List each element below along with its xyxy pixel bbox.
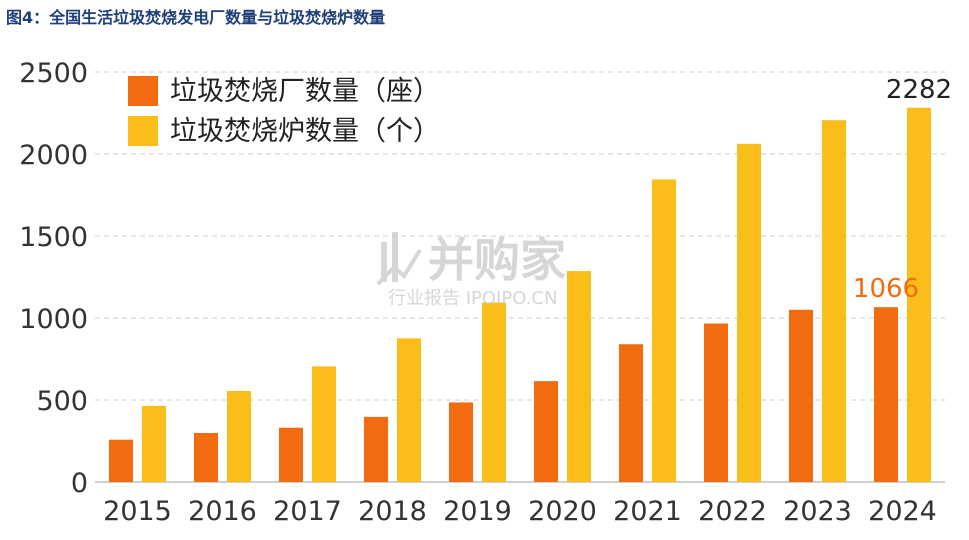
x-tick-label: 2021	[613, 496, 682, 527]
x-tick-label: 2020	[528, 496, 597, 527]
data-label: 2282	[886, 75, 952, 105]
bars	[109, 107, 931, 483]
data-labels: 1066 2282	[853, 75, 952, 304]
y-axis-ticks: 0 500 1000 1500 2000 2500	[19, 58, 88, 499]
bar-furnaces-2024	[907, 107, 931, 482]
bar-furnaces-2023	[822, 120, 846, 482]
x-tick-label: 2024	[868, 496, 937, 527]
y-tick-label: 0	[71, 468, 88, 499]
watermark-sub: 行业报告 IPOIPO.CN	[388, 288, 557, 309]
bar-plants-2019	[449, 402, 473, 482]
bar-plants-2024	[874, 307, 898, 482]
y-tick-label: 1500	[19, 222, 88, 253]
x-tick-label: 2019	[443, 496, 512, 527]
bar-furnaces-2018	[397, 338, 421, 482]
y-tick-label: 500	[36, 386, 88, 417]
legend: 垃圾焚烧厂数量（座） 垃圾焚烧炉数量（个）	[128, 76, 440, 147]
legend-swatch	[128, 116, 158, 146]
bar-furnaces-2019	[482, 302, 506, 482]
x-tick-label: 2018	[358, 496, 427, 527]
figure-title: 图4：全国生活垃圾焚烧发电厂数量与垃圾焚烧炉数量	[6, 8, 386, 27]
bar-plants-2015	[109, 439, 133, 482]
data-label: 1066	[853, 274, 919, 304]
legend-label: 垃圾焚烧炉数量（个）	[170, 116, 440, 147]
bar-plants-2017	[279, 427, 303, 482]
watermark-logo-icon	[376, 232, 422, 286]
x-tick-label: 2017	[273, 496, 342, 527]
chart-area: 0 500 1000 1500 2000 2500 2015 2016 2017 2018 201…	[0, 32, 969, 536]
legend-label: 垃圾焚烧厂数量（座）	[170, 76, 440, 107]
bar-furnaces-2017	[312, 366, 336, 482]
bar-plants-2021	[619, 344, 643, 482]
bar-plants-2023	[789, 309, 813, 482]
x-tick-label: 2022	[698, 496, 767, 527]
x-axis-ticks: 2015 2016 2017 2018 2019 2020 2021 2022 2023 2024	[103, 496, 937, 527]
watermark-main: 并购家	[428, 233, 566, 287]
watermark: 并购家 行业报告 IPOIPO.CN	[376, 232, 566, 309]
y-tick-label: 2500	[19, 58, 88, 89]
x-tick-label: 2023	[783, 496, 852, 527]
bar-plants-2016	[194, 432, 218, 482]
bar-furnaces-2021	[652, 179, 676, 483]
bar-plants-2018	[364, 416, 388, 482]
bar-plants-2020	[534, 381, 558, 482]
bar-plants-2022	[704, 323, 728, 482]
bar-furnaces-2020	[567, 271, 591, 482]
y-tick-label: 2000	[19, 140, 88, 171]
bar-furnaces-2015	[142, 405, 166, 482]
bar-furnaces-2022	[737, 143, 761, 482]
bar-furnaces-2016	[227, 390, 251, 482]
x-tick-label: 2015	[103, 496, 172, 527]
legend-swatch	[128, 76, 158, 106]
x-tick-label: 2016	[188, 496, 257, 527]
y-tick-label: 1000	[19, 304, 88, 335]
